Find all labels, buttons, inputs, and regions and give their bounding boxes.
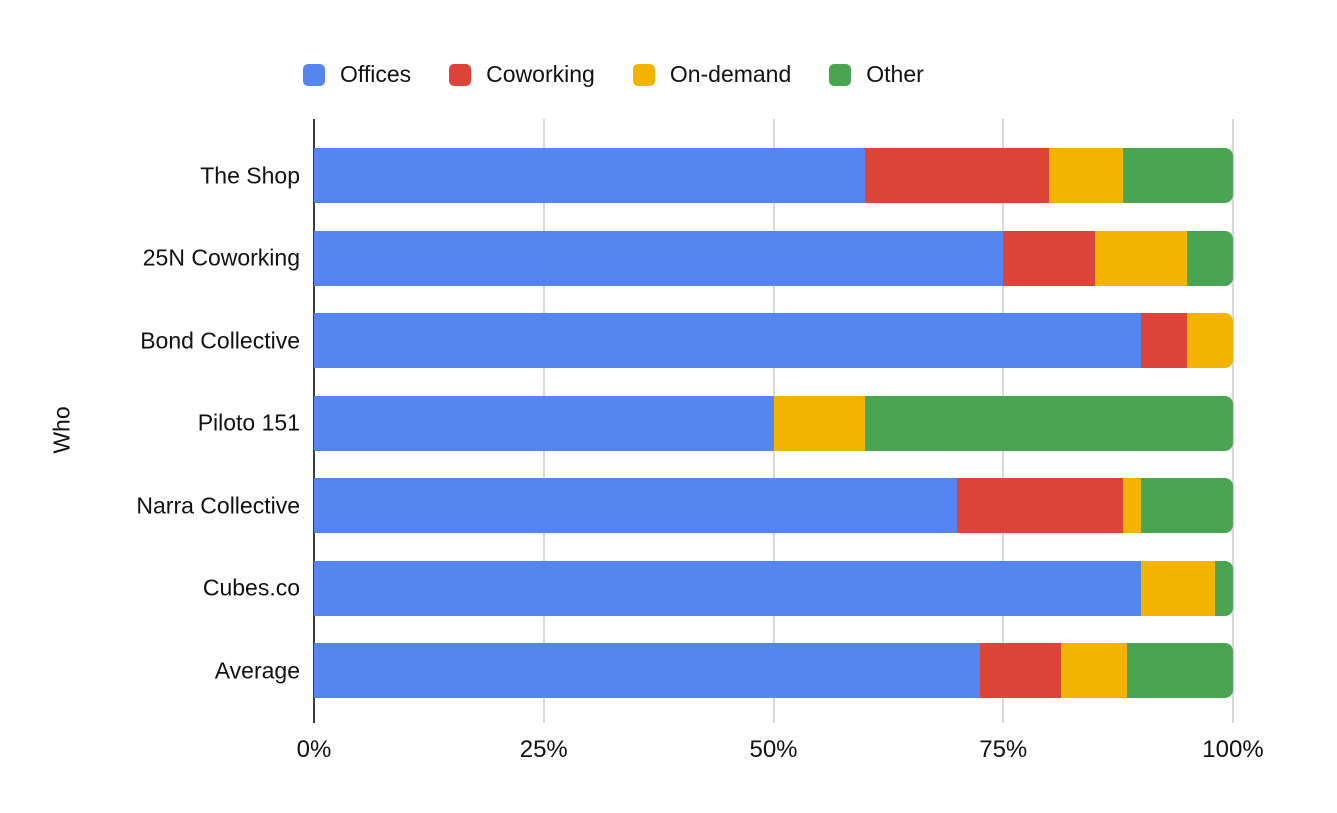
chart-legend: Offices Coworking On-demand Other bbox=[303, 63, 924, 86]
legend-label: On-demand bbox=[669, 61, 792, 87]
legend-swatch-icon bbox=[449, 63, 472, 86]
bar-row-narra-collective bbox=[314, 478, 1233, 534]
bar-segment-other bbox=[1214, 560, 1233, 616]
x-tick-label: 25% bbox=[519, 736, 568, 763]
legend-item-other: Other bbox=[829, 63, 924, 86]
legend-swatch-icon bbox=[829, 63, 852, 86]
bar-segment-coworking bbox=[1003, 230, 1096, 286]
gridline bbox=[1232, 119, 1234, 723]
category-label: Piloto 151 bbox=[197, 409, 300, 436]
bar-segment-on-demand bbox=[1049, 148, 1123, 204]
bar-segment-other bbox=[1141, 478, 1233, 534]
bar-segment-offices bbox=[314, 148, 866, 204]
legend-swatch-icon bbox=[632, 63, 655, 86]
category-label: Narra Collective bbox=[136, 492, 300, 519]
legend-label: Coworking bbox=[486, 61, 595, 87]
bar-segment-on-demand bbox=[773, 395, 866, 451]
bar-row-cubes-co bbox=[314, 560, 1233, 616]
y-axis-title: Who bbox=[48, 406, 75, 454]
x-tick-label: 75% bbox=[979, 736, 1028, 763]
legend-label: Other bbox=[866, 61, 924, 87]
bar-segment-coworking bbox=[865, 148, 1050, 204]
legend-item-on-demand: On-demand bbox=[632, 61, 792, 87]
category-label: Average bbox=[214, 657, 300, 684]
bar-segment-other bbox=[1187, 230, 1233, 286]
bar-segment-coworking bbox=[1141, 313, 1188, 369]
legend-item-coworking: Coworking bbox=[449, 63, 595, 86]
bar-segment-offices bbox=[314, 560, 1142, 616]
bar-row-the-shop bbox=[314, 148, 1233, 204]
bar-segment-offices bbox=[314, 643, 981, 699]
legend-label: Offices bbox=[340, 61, 412, 87]
x-tick-label: 0% bbox=[296, 736, 332, 763]
bar-row-piloto-151 bbox=[314, 395, 1233, 451]
legend-item-offices: Offices bbox=[303, 63, 411, 86]
bar-segment-on-demand bbox=[1061, 643, 1128, 699]
category-label: Cubes.co bbox=[202, 574, 300, 601]
bar-segment-on-demand bbox=[1187, 313, 1233, 369]
bar-segment-offices bbox=[314, 313, 1142, 369]
bar-segment-other bbox=[1127, 643, 1233, 699]
bar-segment-on-demand bbox=[1141, 560, 1215, 616]
plot-area bbox=[313, 119, 1234, 723]
bar-segment-other bbox=[1122, 148, 1233, 204]
category-label: Bond Collective bbox=[140, 327, 300, 354]
x-tick-label: 50% bbox=[749, 736, 798, 763]
bar-segment-offices bbox=[314, 230, 1004, 286]
legend-swatch-icon bbox=[303, 63, 325, 86]
bar-segment-coworking bbox=[980, 643, 1062, 699]
bar-segment-coworking bbox=[957, 478, 1123, 534]
bar-segment-on-demand bbox=[1095, 230, 1188, 286]
category-label: The Shop bbox=[200, 162, 300, 189]
bar-segment-other bbox=[865, 395, 1233, 451]
category-label: 25N Coworking bbox=[142, 244, 300, 271]
bar-row-average bbox=[314, 643, 1233, 699]
bar-segment-offices bbox=[314, 478, 958, 534]
x-tick-label: 100% bbox=[1202, 736, 1264, 763]
bar-segment-offices bbox=[314, 395, 774, 451]
bar-row-25n-coworking bbox=[314, 230, 1233, 286]
bar-row-bond-collective bbox=[314, 313, 1233, 369]
bar-segment-on-demand bbox=[1122, 478, 1142, 534]
